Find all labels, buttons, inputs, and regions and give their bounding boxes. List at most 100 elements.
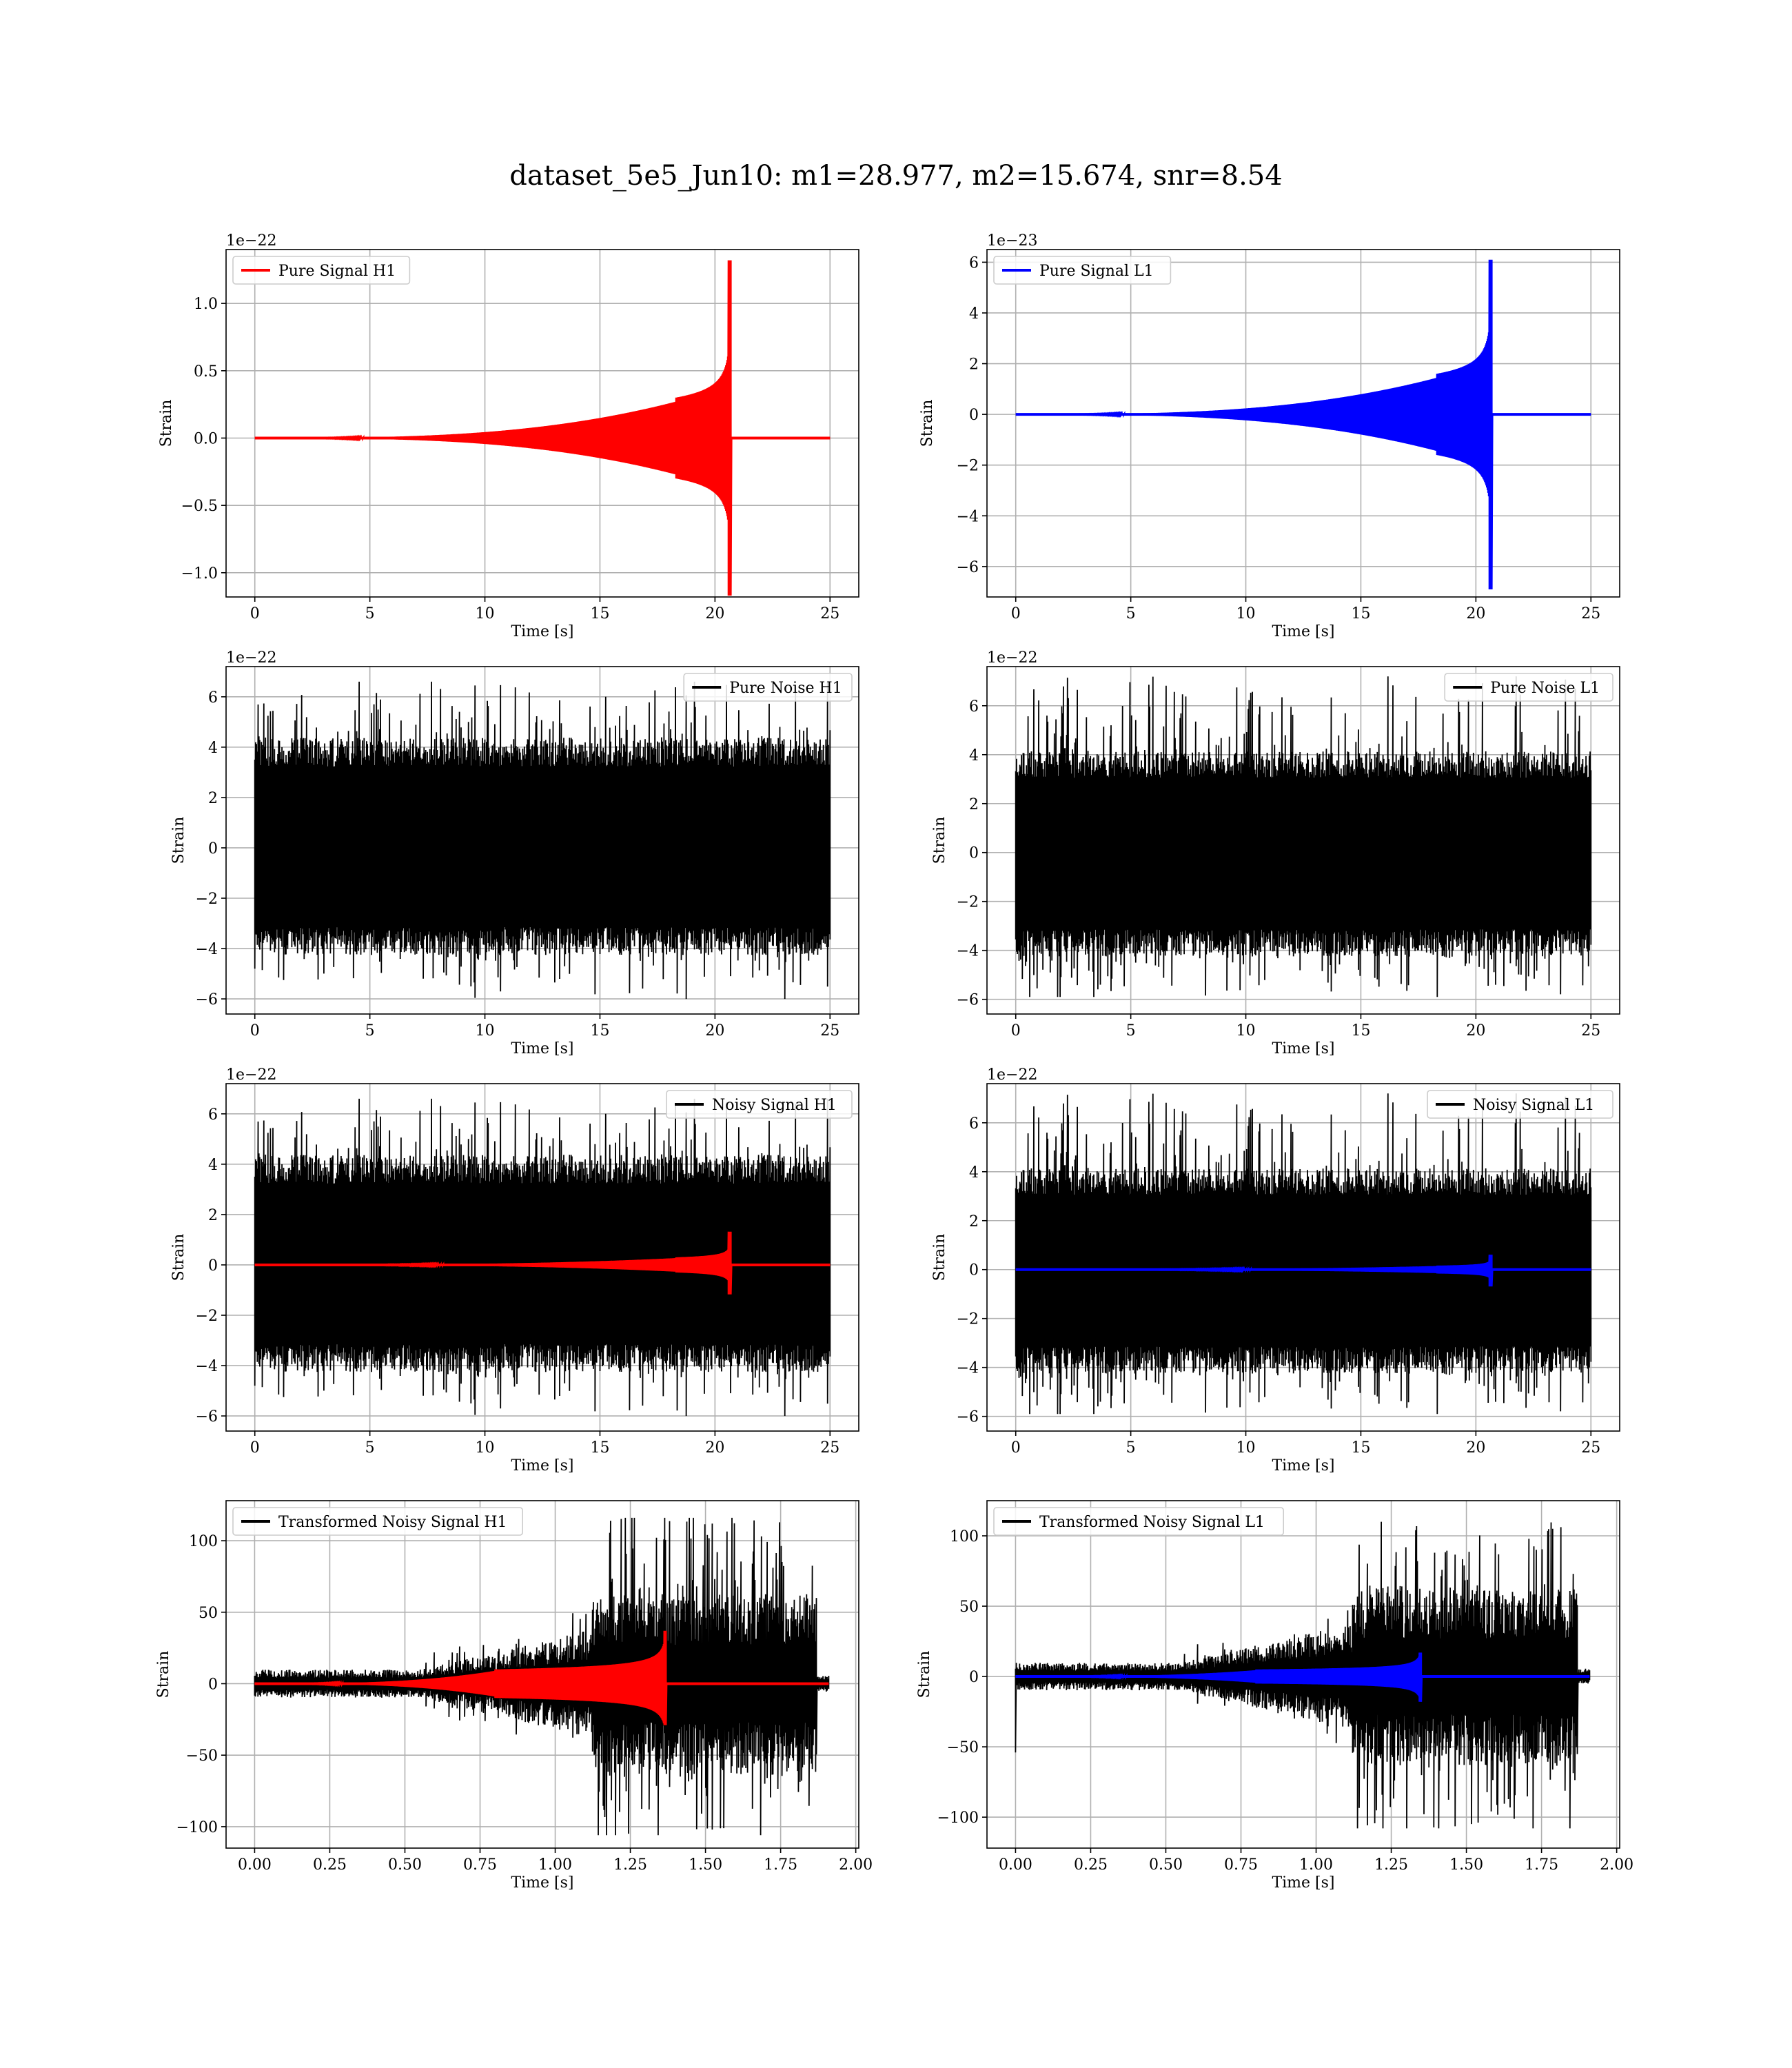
x-tick-label: 5 <box>365 1022 375 1040</box>
chart-transformed-noisy-signal-h1: 0.00 0.25 0.50 0.75 1.00 1.25 1.50 1.75 2.00 −100… <box>155 1500 873 1892</box>
x-tick-label: 25 <box>1581 1022 1600 1040</box>
x-tick-label: 1.50 <box>689 1856 722 1874</box>
legend: Noisy Signal L1 <box>1427 1090 1613 1119</box>
legend-label: Pure Signal L1 <box>1039 263 1154 280</box>
y-tick-label: −6 <box>957 1409 979 1426</box>
axes-frame <box>225 249 859 598</box>
y-tick-label: 100 <box>189 1533 218 1550</box>
y-axis-label: Strain <box>170 1234 187 1281</box>
series-pure-signal-h1 <box>254 260 831 596</box>
y-tick-label: −6 <box>196 1408 218 1426</box>
x-tick-label: 10 <box>476 1022 495 1040</box>
y-tick-label: 6 <box>969 1115 979 1133</box>
x-tick-label: 20 <box>705 1022 724 1040</box>
x-tick-label: 25 <box>1581 605 1600 622</box>
y-axis-label: Strain <box>158 400 175 447</box>
plot-area <box>254 1517 830 1836</box>
y-tick-label: 2 <box>969 1213 979 1230</box>
y-offset-text: 1e−22 <box>987 1066 1037 1084</box>
x-tick-label: 5 <box>1126 1439 1136 1457</box>
y-tick-label: 0.0 <box>194 430 218 447</box>
x-tick-label: 5 <box>365 605 375 622</box>
y-tick-label: 0 <box>969 407 979 424</box>
legend-label: Noisy Signal H1 <box>712 1097 837 1114</box>
plot-area <box>1015 1093 1592 1415</box>
chart-noisy-signal-l1: 0 5 10 15 20 25 −6 −4 −2 0 2 4 6 Time [s] Strain 1e−22 N… <box>931 1066 1620 1474</box>
y-tick-label: −100 <box>176 1819 218 1836</box>
y-tick-label: 6 <box>969 254 979 272</box>
axes-frame <box>986 1083 1620 1432</box>
axes-frame <box>225 1083 859 1432</box>
chart-pure-noise-h1: 0 5 10 15 20 25 −6 −4 −2 0 2 4 6 Time [s] Strain 1e−22 P… <box>170 649 859 1057</box>
legend-label: Transformed Noisy Signal L1 <box>1039 1514 1265 1531</box>
x-tick-label: 15 <box>1351 1439 1370 1457</box>
y-offset-text: 1e−22 <box>987 649 1037 667</box>
y-axis-label: Strain <box>155 1651 172 1699</box>
axes-frame <box>986 666 1620 1015</box>
x-tick-label: 1.75 <box>764 1856 797 1874</box>
y-offset-text: 1e−22 <box>226 1066 276 1084</box>
x-tick-label: 10 <box>476 605 495 622</box>
x-tick-label: 1.75 <box>1525 1856 1558 1874</box>
series-noisy-signal-h1 <box>254 1098 831 1417</box>
x-tick-label: 0 <box>1011 1439 1021 1457</box>
legend: Pure Noise L1 <box>1444 673 1613 702</box>
x-tick-label: 20 <box>1466 1022 1485 1040</box>
x-tick-label: 25 <box>820 1022 839 1040</box>
legend-box <box>683 673 853 702</box>
x-tick-label: 20 <box>1466 605 1485 622</box>
x-tick-label: 0 <box>1011 605 1021 622</box>
legend-label: Pure Signal H1 <box>278 263 396 280</box>
x-tick-label: 15 <box>590 1439 609 1457</box>
legend: Transformed Noisy Signal L1 <box>993 1507 1285 1536</box>
chart-noisy-signal-h1: 0 5 10 15 20 25 −6 −4 −2 0 2 4 6 Time [s] Strain 1e−22 N… <box>170 1066 859 1474</box>
legend: Pure Signal L1 <box>993 256 1172 285</box>
x-tick-label: 15 <box>590 1022 609 1040</box>
y-tick-label: −6 <box>196 991 218 1008</box>
x-tick-label: 5 <box>1126 1022 1136 1040</box>
y-tick-label: −2 <box>196 891 218 908</box>
plot-area <box>1015 676 1592 997</box>
y-tick-label: 2 <box>969 356 979 374</box>
x-tick-label: 10 <box>1236 605 1256 622</box>
x-tick-label: 0 <box>250 1022 260 1040</box>
x-tick-label: 0.75 <box>1224 1856 1258 1874</box>
y-tick-label: −4 <box>957 1360 979 1377</box>
y-tick-label: 2 <box>969 796 979 813</box>
legend-label: Transformed Noisy Signal H1 <box>278 1514 507 1531</box>
y-tick-label: −4 <box>957 943 979 960</box>
legend-box <box>232 1507 524 1536</box>
y-tick-label: 0 <box>208 1676 218 1693</box>
plot-area <box>254 681 831 1000</box>
x-axis-label: Time [s] <box>511 623 573 640</box>
y-tick-label: 4 <box>969 305 979 323</box>
x-tick-label: 1.00 <box>1299 1856 1333 1874</box>
x-tick-label: 5 <box>365 1439 375 1457</box>
legend: Noisy Signal H1 <box>666 1090 853 1119</box>
x-axis-label: Time [s] <box>1272 623 1334 640</box>
x-tick-label: 15 <box>590 605 609 622</box>
x-tick-label: 2.00 <box>839 1856 873 1874</box>
y-axis-label: Strain <box>919 400 936 447</box>
y-tick-label: 4 <box>969 1164 979 1182</box>
y-axis-label: Strain <box>170 817 187 864</box>
x-tick-label: 2.00 <box>1600 1856 1633 1874</box>
y-tick-label: −6 <box>957 992 979 1009</box>
chart-pure-signal-l1: 0 5 10 15 20 25 −6 −4 −2 0 2 4 6 Time [s] Strain 1e−23P… <box>919 232 1620 640</box>
y-tick-label: −4 <box>196 941 218 958</box>
x-tick-label: 15 <box>1351 1022 1370 1040</box>
y-tick-label: −1.0 <box>181 565 218 582</box>
y-tick-label: −100 <box>937 1810 979 1827</box>
x-tick-label: 0.50 <box>1149 1856 1183 1874</box>
axes-frame <box>986 249 1620 598</box>
y-tick-label: 0.5 <box>194 363 218 381</box>
x-tick-label: 0.25 <box>1074 1856 1108 1874</box>
x-tick-label: 0.75 <box>463 1856 497 1874</box>
y-tick-label: 50 <box>198 1605 218 1622</box>
x-tick-label: 1.50 <box>1449 1856 1483 1874</box>
x-tick-label: 0.00 <box>999 1856 1032 1874</box>
series-pure-signal-l1 <box>1015 259 1591 590</box>
x-tick-label: 25 <box>820 1439 839 1457</box>
y-tick-label: −50 <box>186 1747 218 1765</box>
